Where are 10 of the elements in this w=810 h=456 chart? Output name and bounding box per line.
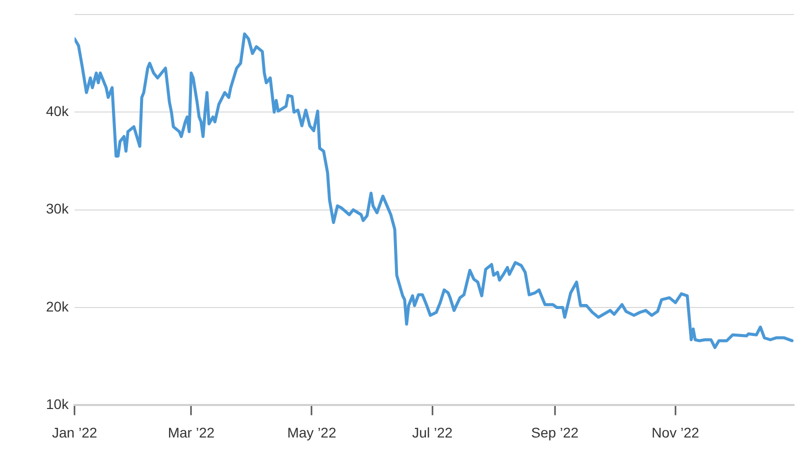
x-tick-label: Mar ’22 [168, 424, 215, 440]
x-tick-label: May ’22 [287, 424, 336, 440]
x-tick-label: Jan ’22 [52, 424, 98, 440]
y-tick-label: 40k [46, 102, 70, 119]
x-tick-label: Jul ’22 [412, 424, 453, 440]
y-tick-label: 30k [46, 200, 70, 217]
x-tick-label: Nov ’22 [652, 424, 700, 440]
x-tick-label: Sep ’22 [531, 424, 579, 440]
y-tick-label: 10k [46, 396, 70, 412]
y-tick-label: 20k [46, 298, 70, 314]
